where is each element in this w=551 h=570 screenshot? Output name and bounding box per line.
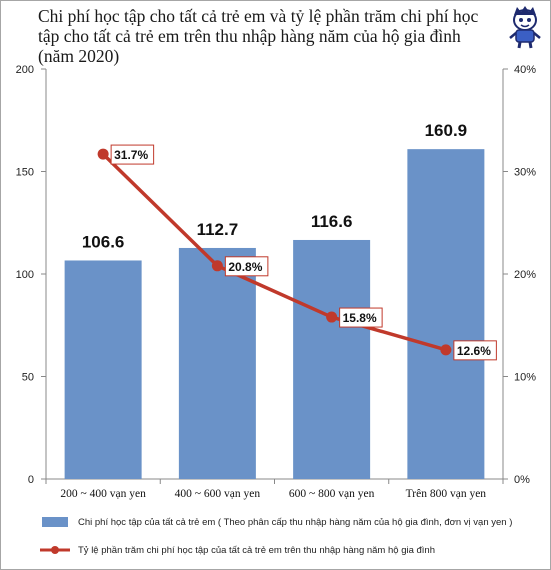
bar-data-label: 112.7 bbox=[197, 220, 239, 239]
line-series bbox=[101, 152, 447, 352]
legend-item-bars: Chi phí học tập của tất cả trẻ em ( Theo… bbox=[40, 514, 512, 530]
line-data-label: 20.8% bbox=[228, 260, 262, 274]
bar bbox=[178, 247, 256, 479]
line-data-label-box bbox=[110, 144, 155, 165]
x-tick-label: Trên 800 vạn yen bbox=[406, 488, 487, 500]
legend-bar-label: Chi phí học tập của tất cả trẻ em ( Theo… bbox=[78, 516, 513, 528]
y2-tick-label: 40% bbox=[514, 64, 536, 76]
line-data-label-box bbox=[453, 340, 497, 361]
bar-data-label: 116.6 bbox=[311, 212, 353, 231]
bar bbox=[293, 239, 371, 479]
bar bbox=[407, 149, 485, 479]
bar bbox=[64, 260, 142, 479]
bar-data-label: 160.9 bbox=[425, 121, 468, 140]
x-tick-label: 400 ~ 600 vạn yen bbox=[175, 488, 261, 500]
y-tick-label: 50 bbox=[22, 372, 34, 384]
line-data-label: 12.6% bbox=[457, 344, 491, 358]
line-point bbox=[211, 260, 223, 272]
x-tick-label: 600 ~ 800 vạn yen bbox=[289, 488, 375, 500]
line-point bbox=[97, 148, 109, 160]
y2-tick-label: 20% bbox=[514, 269, 536, 281]
y2-tick-label: 10% bbox=[514, 372, 536, 384]
legend-line-label: Tỷ lệ phần trăm chi phí học tập của tất … bbox=[78, 544, 435, 556]
chart-title: Chi phí học tập cho tất cả trẻ em và tỷ … bbox=[38, 6, 479, 66]
line-data-label: 15.8% bbox=[343, 311, 377, 325]
line-data-label-box bbox=[224, 256, 269, 277]
y-tick-label: 200 bbox=[16, 64, 34, 76]
y-tick-label: 100 bbox=[16, 269, 34, 281]
y2-tick-label: 30% bbox=[514, 167, 536, 179]
x-tick-label: 200 ~ 400 vạn yen bbox=[60, 488, 146, 500]
line-point bbox=[326, 311, 338, 323]
legend-item-line: Tỷ lệ phần trăm chi phí học tập của tất … bbox=[40, 542, 435, 558]
legend-line-swatch bbox=[40, 546, 70, 554]
chart-plot: 0 50 100 150 200 0% 10% 20% 30% 40% 200 ~ 400 vạn … bbox=[16, 64, 537, 500]
line-point bbox=[440, 344, 452, 356]
line-data-label-box bbox=[339, 307, 383, 328]
legend-bar-swatch-rect bbox=[42, 517, 68, 527]
character-mascot-icon bbox=[509, 6, 541, 49]
bar-data-label: 106.6 bbox=[82, 232, 125, 251]
legend-bar-swatch bbox=[42, 517, 68, 527]
line-data-label: 31.7% bbox=[114, 148, 148, 162]
y2-tick-label: 0% bbox=[514, 474, 530, 486]
y-tick-label: 0 bbox=[28, 474, 34, 486]
y-tick-label: 150 bbox=[16, 167, 34, 179]
